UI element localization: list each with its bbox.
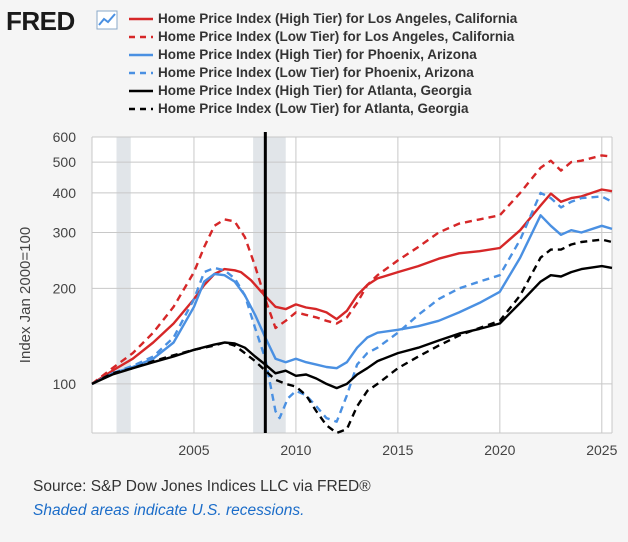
chart-header: FRED Home Price Index (High Tier) for Lo… [0, 0, 628, 125]
recession-band [116, 137, 131, 433]
recession-band [253, 137, 286, 433]
y-tick-label: 300 [53, 224, 77, 240]
legend-swatch [129, 17, 153, 21]
series-line[interactable] [91, 238, 613, 435]
recession-note: Shaded areas indicate U.S. recessions. [33, 502, 305, 519]
x-tick-label: 2025 [586, 442, 617, 458]
x-tick-label: 2005 [178, 442, 209, 458]
y-tick-label: 600 [53, 129, 77, 145]
y-tick-label: 500 [53, 154, 77, 170]
series-line[interactable] [91, 191, 613, 423]
chart-line-icon [96, 10, 118, 30]
series-line[interactable] [91, 214, 613, 385]
series-line[interactable] [91, 188, 613, 385]
series-line[interactable] [91, 264, 613, 390]
legend-swatch [129, 107, 153, 111]
source-note: Source: S&P Dow Jones Indices LLC via FR… [33, 478, 371, 495]
x-tick-label: 2020 [484, 442, 515, 458]
legend-label: Home Price Index (Low Tier) for Los Ange… [158, 29, 515, 44]
legend-label: Home Price Index (High Tier) for Atlanta… [158, 83, 472, 98]
y-tick-label: 400 [53, 185, 77, 201]
y-tick-label: 100 [53, 376, 77, 392]
legend-label: Home Price Index (High Tier) for Los Ang… [158, 11, 518, 26]
legend-swatch [129, 71, 153, 75]
fred-logo[interactable]: FRED [6, 6, 75, 36]
legend-label: Home Price Index (Low Tier) for Phoenix,… [158, 65, 474, 80]
y-axis-label: Index Jan 2000=100 [17, 227, 34, 363]
legend-label: Home Price Index (High Tier) for Phoenix… [158, 47, 477, 62]
legend-label: Home Price Index (Low Tier) for Atlanta,… [158, 101, 469, 116]
legend-swatch [129, 89, 153, 93]
x-tick-label: 2010 [280, 442, 311, 458]
line-chart: 100 200 300 400 500 600 2005 2010 2015 2020 2025 In… [17, 129, 618, 458]
plot-area [92, 137, 612, 433]
x-tick-label: 2015 [382, 442, 413, 458]
legend-swatch [129, 53, 153, 57]
legend-swatch [129, 35, 153, 39]
series-line[interactable] [91, 154, 613, 385]
y-tick-label: 200 [53, 280, 77, 296]
